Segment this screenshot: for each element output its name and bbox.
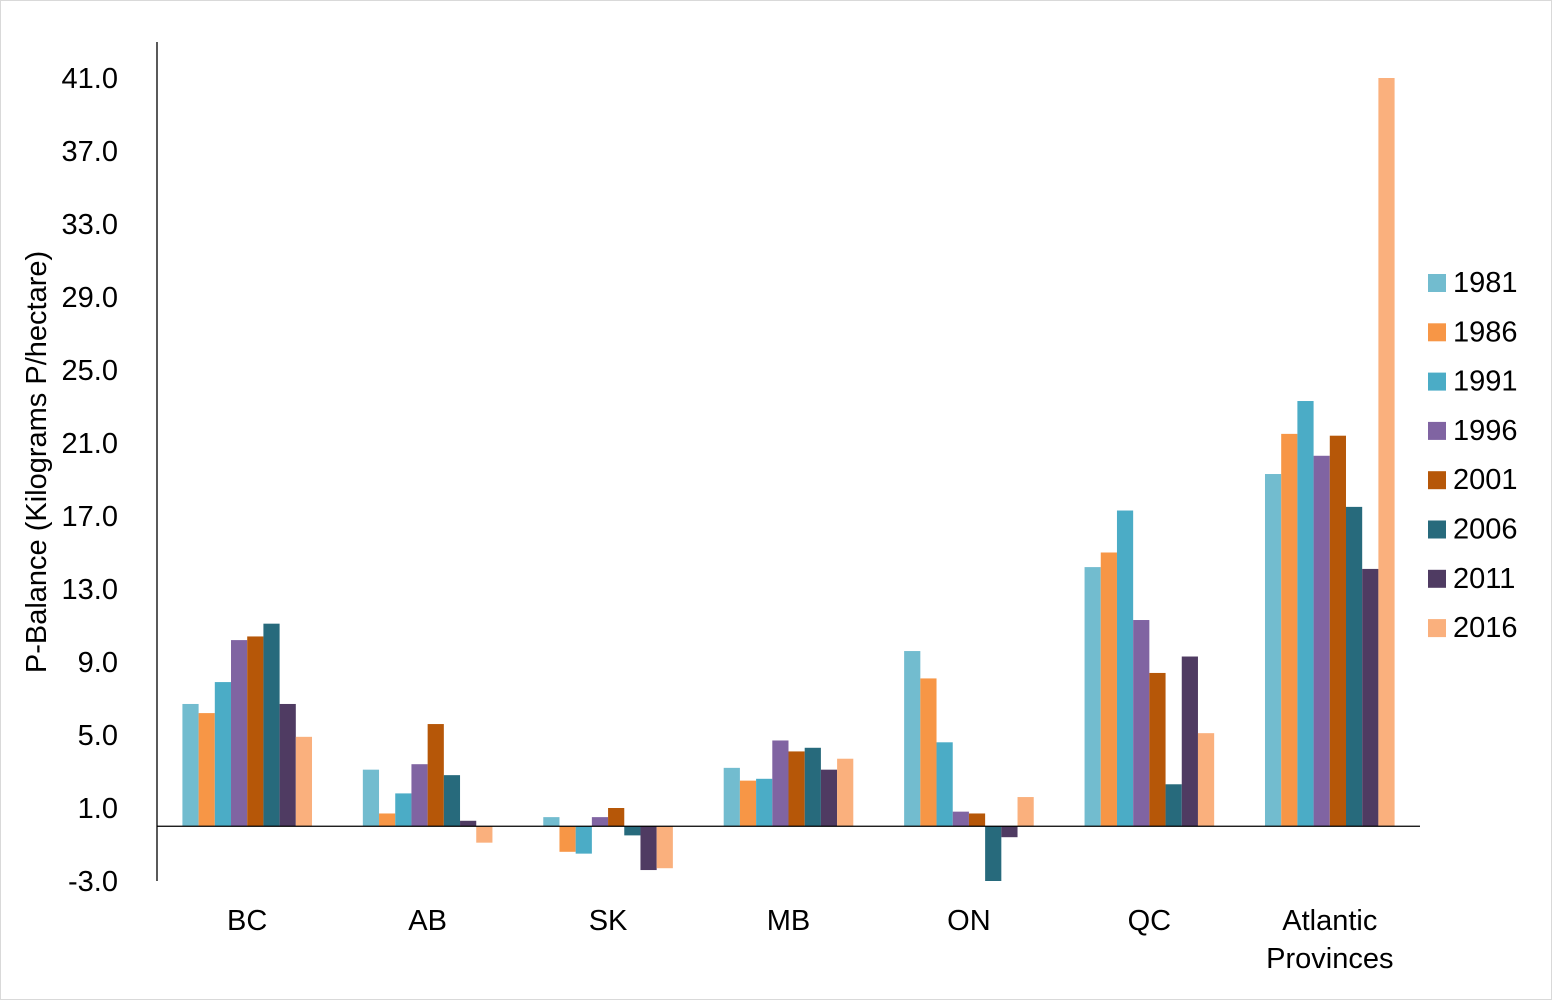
legend-swatch-1991 — [1428, 372, 1446, 391]
bar-2011-4 — [1001, 826, 1018, 838]
y-tick-label: 21.0 — [62, 428, 118, 460]
bar-2006-5 — [1165, 784, 1182, 827]
bar-1991-4 — [936, 742, 953, 827]
bar-2001-0 — [247, 636, 264, 827]
y-tick-label: 33.0 — [62, 209, 118, 241]
bar-2011-0 — [279, 703, 296, 827]
bar-2016-2 — [656, 826, 673, 869]
y-tick-label: 29.0 — [62, 282, 118, 314]
legend-swatch-2001 — [1428, 471, 1446, 490]
bar-1996-4 — [952, 811, 969, 827]
legend-label-1996: 1996 — [1453, 415, 1518, 447]
x-axis-category-labels: BC AB SK MB ON QC Atlantic Provinces — [227, 905, 1393, 975]
bar-2011-5 — [1181, 656, 1198, 827]
legend-swatch-1986 — [1428, 323, 1446, 342]
bar-1986-3 — [739, 780, 757, 827]
bar-2016-4 — [1017, 797, 1034, 827]
bar-2016-0 — [295, 736, 313, 827]
bar-1986-1 — [379, 813, 396, 827]
y-tick-label: 5.0 — [78, 720, 118, 752]
bar-1991-0 — [214, 682, 232, 827]
bar-2001-3 — [788, 751, 805, 827]
y-tick-label: 37.0 — [62, 136, 118, 168]
bar-2001-6 — [1329, 435, 1346, 827]
bar-1981-1 — [362, 769, 380, 827]
legend-label-2001: 2001 — [1453, 464, 1518, 496]
x-category-label: QC — [1128, 905, 1172, 937]
bar-1986-2 — [559, 826, 576, 852]
bar-1981-0 — [182, 703, 199, 827]
bar-2006-4 — [985, 826, 1002, 881]
y-tick-label: 9.0 — [78, 647, 118, 679]
bar-2006-2 — [624, 826, 641, 836]
bars-layer — [182, 78, 1395, 881]
x-category-label: Provinces — [1266, 943, 1393, 975]
bar-2006-0 — [263, 623, 280, 827]
bar-2011-3 — [820, 769, 838, 827]
bar-2016-6 — [1378, 78, 1395, 827]
bar-1986-0 — [198, 713, 215, 827]
bar-1996-5 — [1133, 620, 1150, 827]
bar-2006-1 — [443, 775, 461, 827]
legend-label-1986: 1986 — [1453, 316, 1518, 348]
y-tick-label: 41.0 — [62, 63, 118, 95]
legend: 1981 1986 1991 1996 2001 2006 2011 2016 — [1428, 267, 1518, 644]
legend-label-2011: 2011 — [1453, 563, 1515, 595]
bar-1986-5 — [1100, 552, 1117, 827]
bar-1981-6 — [1264, 474, 1282, 827]
bar-1991-5 — [1116, 510, 1134, 827]
legend-swatch-2016 — [1428, 619, 1446, 638]
x-category-label: SK — [589, 905, 628, 937]
legend-label-2016: 2016 — [1453, 612, 1518, 644]
legend-label-2006: 2006 — [1453, 514, 1518, 546]
bar-2016-3 — [837, 758, 854, 827]
bar-1996-3 — [772, 740, 789, 827]
bar-2001-2 — [608, 808, 625, 827]
y-tick-label: 25.0 — [62, 355, 118, 387]
bar-2011-1 — [460, 820, 477, 827]
bar-2011-2 — [640, 826, 657, 871]
bar-1981-2 — [543, 817, 560, 827]
legend-label-1991: 1991 — [1453, 366, 1518, 398]
bar-1996-2 — [591, 817, 609, 827]
bar-1991-3 — [756, 778, 773, 827]
bar-1991-2 — [575, 826, 592, 854]
bar-1986-6 — [1281, 433, 1298, 827]
bar-2001-5 — [1149, 672, 1166, 827]
bar-2001-1 — [427, 724, 444, 827]
legend-swatch-2011 — [1428, 569, 1446, 588]
bar-2001-4 — [968, 813, 986, 827]
legend-swatch-1996 — [1428, 421, 1446, 440]
y-tick-label: 13.0 — [62, 574, 118, 606]
bar-2016-1 — [476, 826, 493, 843]
bar-1991-1 — [395, 793, 412, 827]
y-axis-ticks: 41.0 37.0 33.0 29.0 25.0 21.0 17.0 13.0 9.0 5.0 1.… — [62, 63, 118, 898]
bar-2006-6 — [1345, 506, 1363, 827]
bar-1996-6 — [1313, 455, 1330, 827]
bar-1981-4 — [904, 651, 921, 827]
bar-1996-1 — [411, 764, 428, 827]
bar-2016-5 — [1197, 733, 1215, 827]
bar-1986-4 — [920, 678, 937, 827]
x-category-label: MB — [767, 905, 811, 937]
bar-1991-6 — [1297, 401, 1314, 827]
y-axis-title: P-Balance (Kilograms P/hectare) — [21, 251, 53, 673]
legend-swatch-1981 — [1428, 274, 1446, 292]
x-category-label: Atlantic — [1282, 905, 1377, 937]
y-tick-label: 1.0 — [78, 793, 118, 825]
y-tick-label: -3.0 — [68, 866, 118, 898]
x-category-label: AB — [408, 905, 447, 937]
x-category-label: ON — [947, 905, 991, 937]
bar-2006-3 — [804, 747, 821, 827]
y-tick-label: 17.0 — [62, 501, 118, 533]
bar-1981-5 — [1084, 567, 1101, 827]
bar-2011-6 — [1362, 568, 1379, 827]
legend-label-1981: 1981 — [1453, 267, 1518, 299]
x-category-label: BC — [227, 905, 267, 937]
legend-swatch-2006 — [1428, 520, 1446, 539]
bar-1981-3 — [723, 767, 740, 827]
bar-1996-0 — [231, 640, 248, 827]
